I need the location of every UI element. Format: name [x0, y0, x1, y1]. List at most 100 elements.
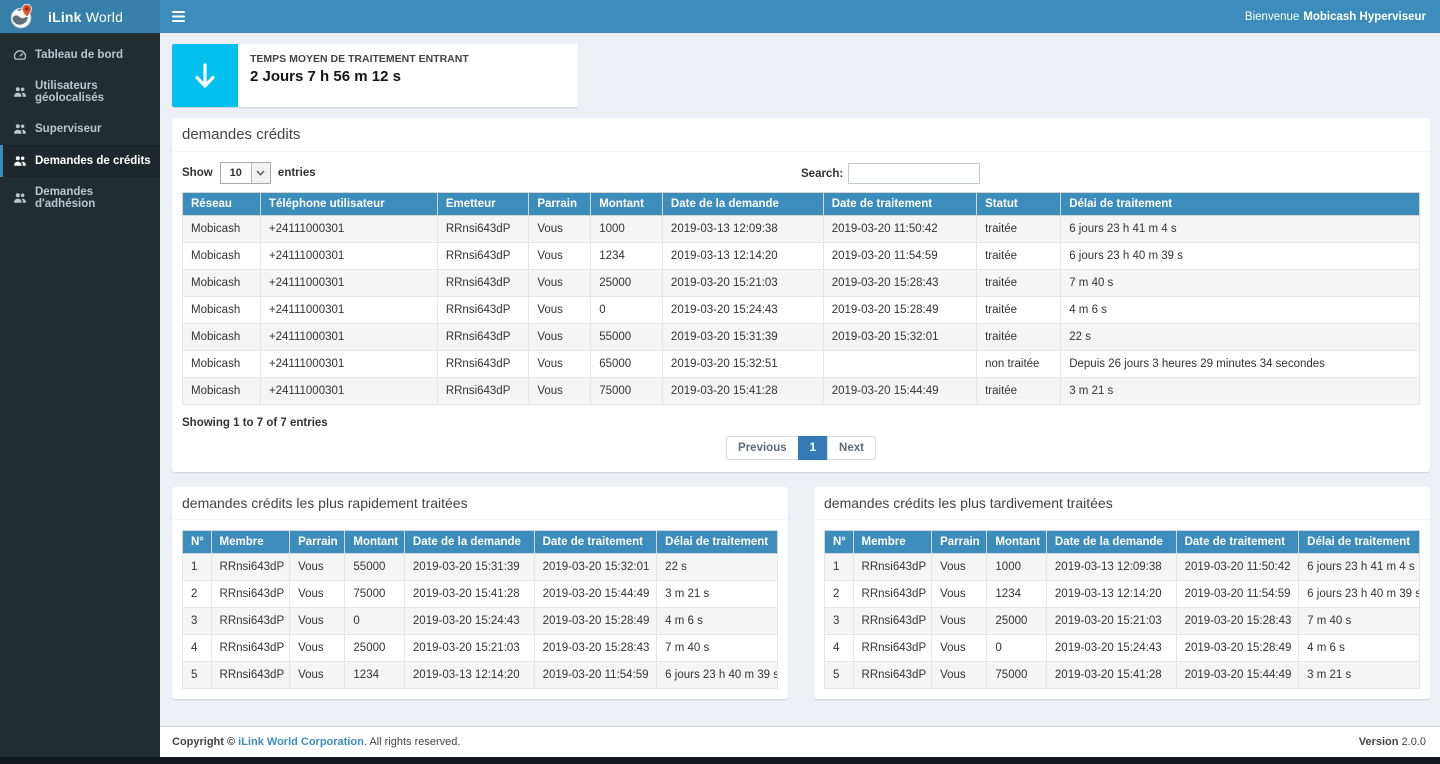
search-control: Search: — [801, 163, 980, 184]
users-icon — [13, 122, 27, 136]
next-page-button[interactable]: Next — [827, 436, 876, 460]
table-cell: 2019-03-13 12:09:38 — [1046, 554, 1176, 581]
table-cell: RRnsi643dP — [437, 270, 529, 297]
table-cell: RRnsi643dP — [437, 243, 529, 270]
table-cell: Vous — [932, 608, 987, 635]
table-cell: Vous — [529, 270, 591, 297]
page-length-select[interactable]: 10 — [220, 162, 271, 184]
table-cell: traitée — [977, 216, 1061, 243]
previous-page-button[interactable]: Previous — [726, 436, 799, 460]
table-row: 1RRnsi643dPVous550002019-03-20 15:31:392… — [183, 554, 778, 581]
sidebar-toggle-button[interactable] — [160, 0, 196, 33]
column-header[interactable]: Parrain — [290, 531, 345, 554]
user-menu[interactable]: Bienvenue Mobicash Hyperviseur — [1245, 0, 1426, 33]
table-cell: 1000 — [987, 554, 1047, 581]
table-cell: 0 — [591, 297, 663, 324]
column-header[interactable]: Délai de traitement — [1299, 531, 1420, 554]
table-cell: 2019-03-20 15:44:49 — [1176, 662, 1299, 689]
column-header[interactable]: Emetteur — [437, 193, 529, 216]
table-cell: traitée — [977, 270, 1061, 297]
column-header[interactable]: Délai de traitement — [1061, 193, 1420, 216]
chevron-down-icon — [251, 163, 270, 183]
table-cell: Vous — [932, 662, 987, 689]
table-cell: 2019-03-20 11:50:42 — [823, 216, 976, 243]
table-cell: Vous — [932, 554, 987, 581]
table-cell: 1234 — [591, 243, 663, 270]
table-cell: 2019-03-20 11:54:59 — [1176, 581, 1299, 608]
sidebar-item-label: Utilisateurs géolocalisés — [35, 80, 154, 104]
table-cell: Mobicash — [183, 216, 261, 243]
table-cell: Vous — [290, 662, 345, 689]
table-cell: 4 — [183, 635, 212, 662]
column-header[interactable]: Membre — [211, 531, 290, 554]
globe-pin-logo-icon — [9, 3, 36, 30]
welcome-prefix: Bienvenue — [1245, 11, 1299, 23]
table-cell: 2019-03-20 15:41:28 — [662, 378, 823, 405]
column-header[interactable]: Date de la demande — [404, 531, 534, 554]
column-header[interactable]: Date de traitement — [534, 531, 657, 554]
table-cell: 1000 — [591, 216, 663, 243]
column-header[interactable]: Réseau — [183, 193, 261, 216]
table-cell: 7 m 40 s — [657, 635, 778, 662]
column-header[interactable]: Membre — [853, 531, 932, 554]
sidebar-item-utilisateurs-geolocalises[interactable]: Utilisateurs géolocalisés — [0, 71, 160, 113]
users-icon — [13, 191, 27, 205]
table-cell: 1234 — [987, 581, 1047, 608]
table-cell: RRnsi643dP — [437, 378, 529, 405]
sidebar-item-superviseur[interactable]: Superviseur — [0, 113, 160, 145]
table-cell: Vous — [529, 216, 591, 243]
table-cell: 2019-03-20 15:41:28 — [1046, 662, 1176, 689]
table-cell: RRnsi643dP — [853, 635, 932, 662]
table-cell: 6 jours 23 h 40 m 39 s — [1299, 581, 1420, 608]
column-header[interactable]: N° — [183, 531, 212, 554]
column-header[interactable]: Montant — [987, 531, 1047, 554]
table-row: Mobicash+24111000301RRnsi643dPVous123420… — [183, 243, 1420, 270]
demandes-credits-panel: demandes crédits Show 10 entries Search: — [172, 118, 1430, 472]
search-label: Search: — [801, 168, 843, 180]
table-cell: 2019-03-20 15:21:03 — [404, 635, 534, 662]
column-header[interactable]: Téléphone utilisateur — [260, 193, 437, 216]
table-cell: 4 m 6 s — [1061, 297, 1420, 324]
sidebar-item-tableau-de-bord[interactable]: Tableau de bord — [0, 39, 160, 71]
column-header[interactable]: N° — [825, 531, 854, 554]
table-cell: RRnsi643dP — [853, 554, 932, 581]
table-cell: traitée — [977, 297, 1061, 324]
brand-logo[interactable]: iLink World — [0, 0, 160, 33]
stat-card-icon-box — [172, 44, 238, 107]
column-header[interactable]: Parrain — [529, 193, 591, 216]
sidebar-item-demandes-adhesion[interactable]: Demandes d'adhésion — [0, 177, 160, 219]
version-value: 2.0.0 — [1398, 736, 1426, 748]
sidebar-item-demandes-de-credits[interactable]: Demandes de crédits — [0, 145, 160, 177]
table-cell — [823, 351, 976, 378]
search-input[interactable] — [848, 163, 980, 184]
column-header[interactable]: Montant — [345, 531, 405, 554]
table-cell: 5 — [825, 662, 854, 689]
table-cell: +24111000301 — [260, 216, 437, 243]
panel-title: demandes crédits les plus tardivement tr… — [814, 487, 1430, 520]
table-cell: 2019-03-20 15:28:43 — [1176, 608, 1299, 635]
table-cell: Vous — [529, 378, 591, 405]
column-header[interactable]: Date de la demande — [662, 193, 823, 216]
column-header[interactable]: Date de traitement — [823, 193, 976, 216]
column-header[interactable]: Délai de traitement — [657, 531, 778, 554]
column-header[interactable]: Date de traitement — [1176, 531, 1299, 554]
column-header[interactable]: Statut — [977, 193, 1061, 216]
table-cell: 2019-03-20 15:28:43 — [823, 270, 976, 297]
column-header[interactable]: Parrain — [932, 531, 987, 554]
table-cell: 65000 — [591, 351, 663, 378]
table-cell: 2019-03-13 12:14:20 — [1046, 581, 1176, 608]
page-1-button[interactable]: 1 — [798, 436, 828, 460]
table-cell: 2019-03-20 15:21:03 — [662, 270, 823, 297]
table-cell: RRnsi643dP — [853, 662, 932, 689]
version-label: Version — [1359, 736, 1399, 748]
stat-card-label: TEMPS MOYEN DE TRAITEMENT ENTRANT — [250, 53, 469, 65]
table-cell: RRnsi643dP — [211, 554, 290, 581]
table-cell: RRnsi643dP — [211, 608, 290, 635]
table-cell: 2019-03-20 15:28:49 — [534, 608, 657, 635]
table-row: 5RRnsi643dPVous12342019-03-13 12:14:2020… — [183, 662, 778, 689]
company-link[interactable]: iLink World Corporation — [238, 736, 364, 748]
table-cell: RRnsi643dP — [853, 581, 932, 608]
column-header[interactable]: Date de la demande — [1046, 531, 1176, 554]
column-header[interactable]: Montant — [591, 193, 663, 216]
table-cell: 75000 — [591, 378, 663, 405]
